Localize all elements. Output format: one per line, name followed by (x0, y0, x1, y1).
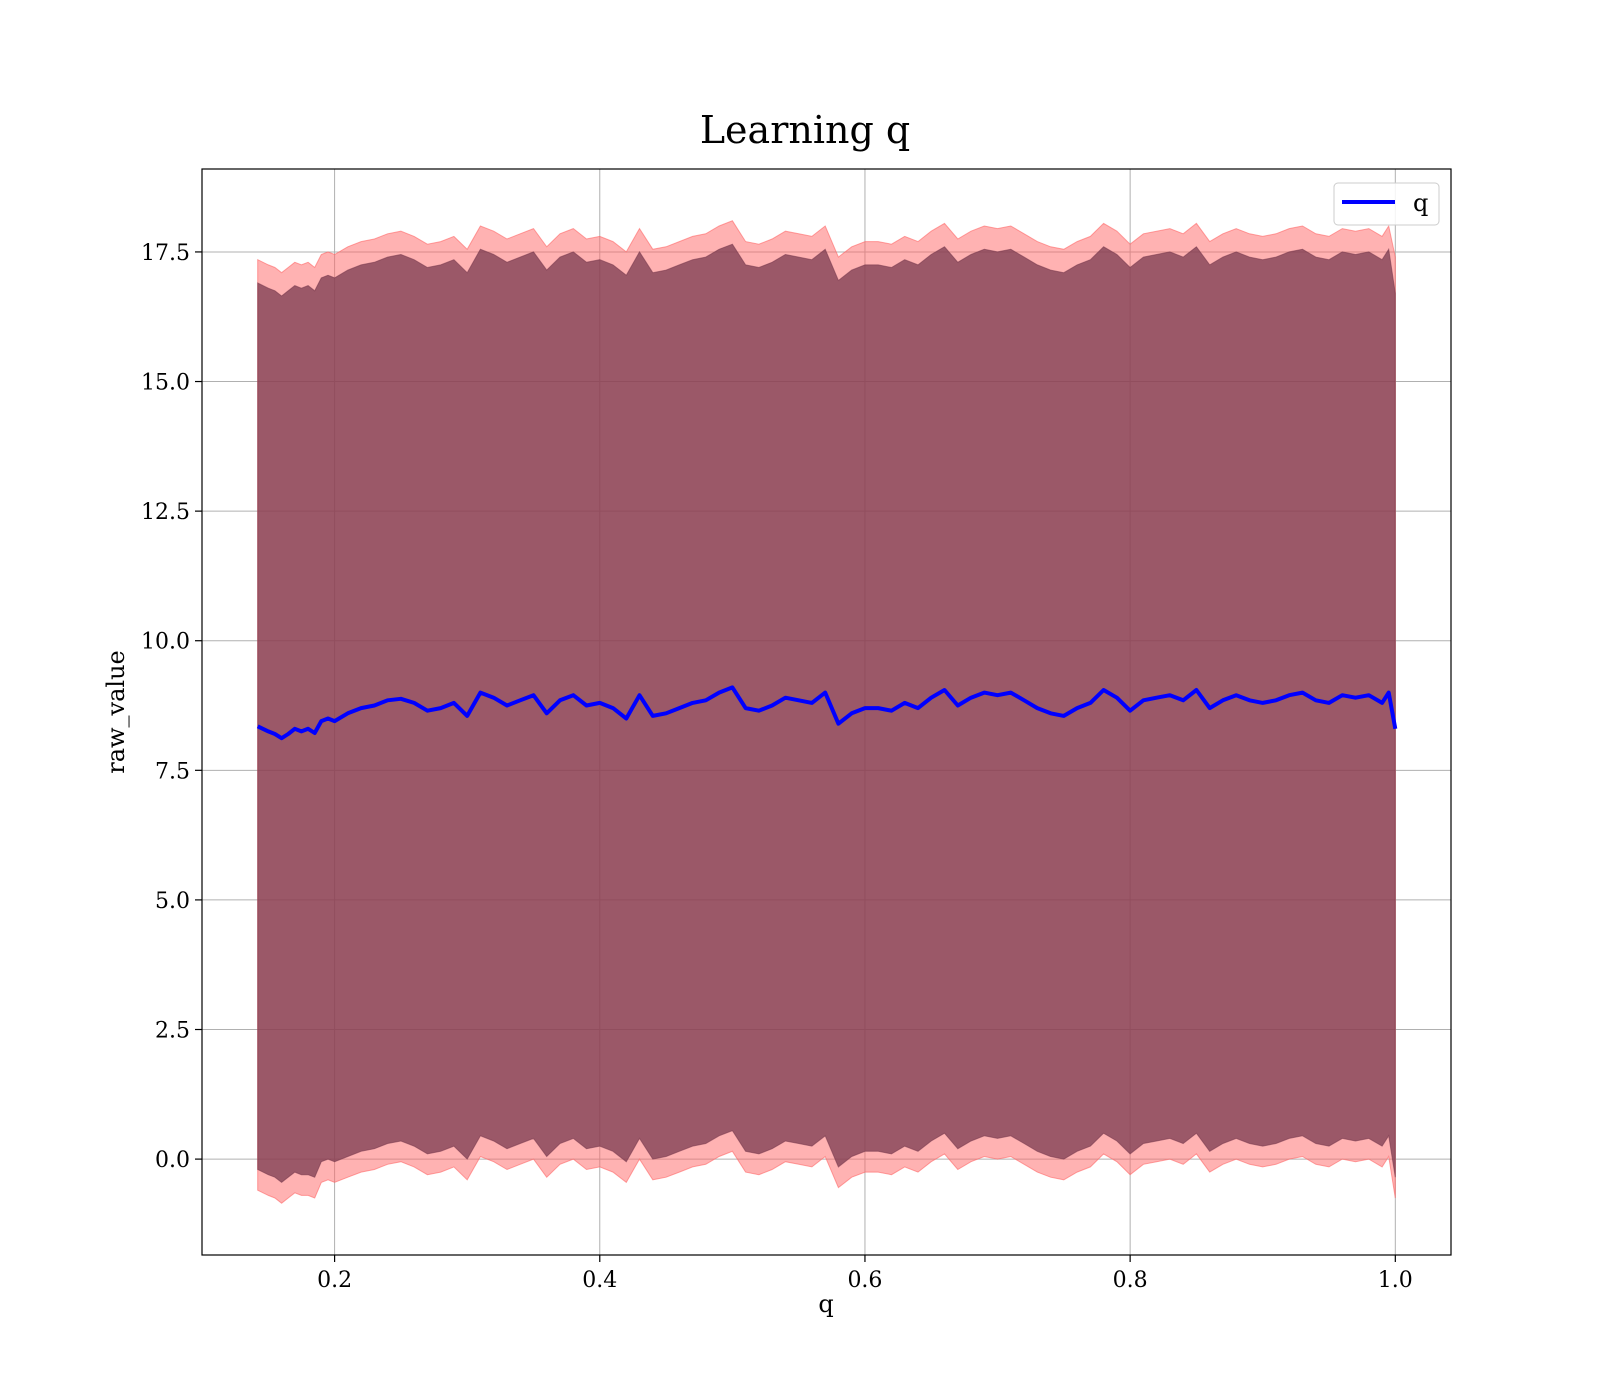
legend: q (1333, 182, 1440, 226)
y-tick-label: 5.0 (155, 889, 190, 914)
band-inner (257, 243, 1396, 1184)
y-tick-label: 10.0 (141, 630, 190, 655)
x-axis-label: q (818, 1290, 833, 1318)
x-tick-label: 1.0 (1378, 1268, 1413, 1293)
y-tick-label: 12.5 (141, 500, 190, 525)
x-axis-ticks: 0.2 0.4 0.6 0.8 1.0 (317, 1255, 1413, 1293)
y-tick-label: 17.5 (141, 241, 190, 266)
x-tick-label: 0.4 (582, 1268, 617, 1293)
y-tick-label: 15.0 (141, 371, 190, 396)
confidence-bands (257, 220, 1396, 1204)
y-tick-label: 7.5 (155, 759, 190, 784)
y-axis-ticks: 0.0 2.5 5.0 7.5 10.0 12.5 15.0 17.5 (141, 241, 202, 1173)
y-axis-label: raw_value (102, 650, 130, 774)
y-tick-label: 0.0 (155, 1148, 190, 1173)
x-tick-label: 0.8 (1113, 1268, 1148, 1293)
series-lines (256, 685, 1398, 741)
series-line-q (256, 685, 1398, 741)
x-tick-label: 0.2 (317, 1268, 352, 1293)
y-tick-label: 2.5 (155, 1019, 190, 1044)
chart-title: Learning q (700, 108, 910, 152)
legend-label-q: q (1413, 189, 1428, 217)
plot-area-frame (201, 168, 1452, 1256)
x-tick-label: 0.6 (847, 1268, 882, 1293)
